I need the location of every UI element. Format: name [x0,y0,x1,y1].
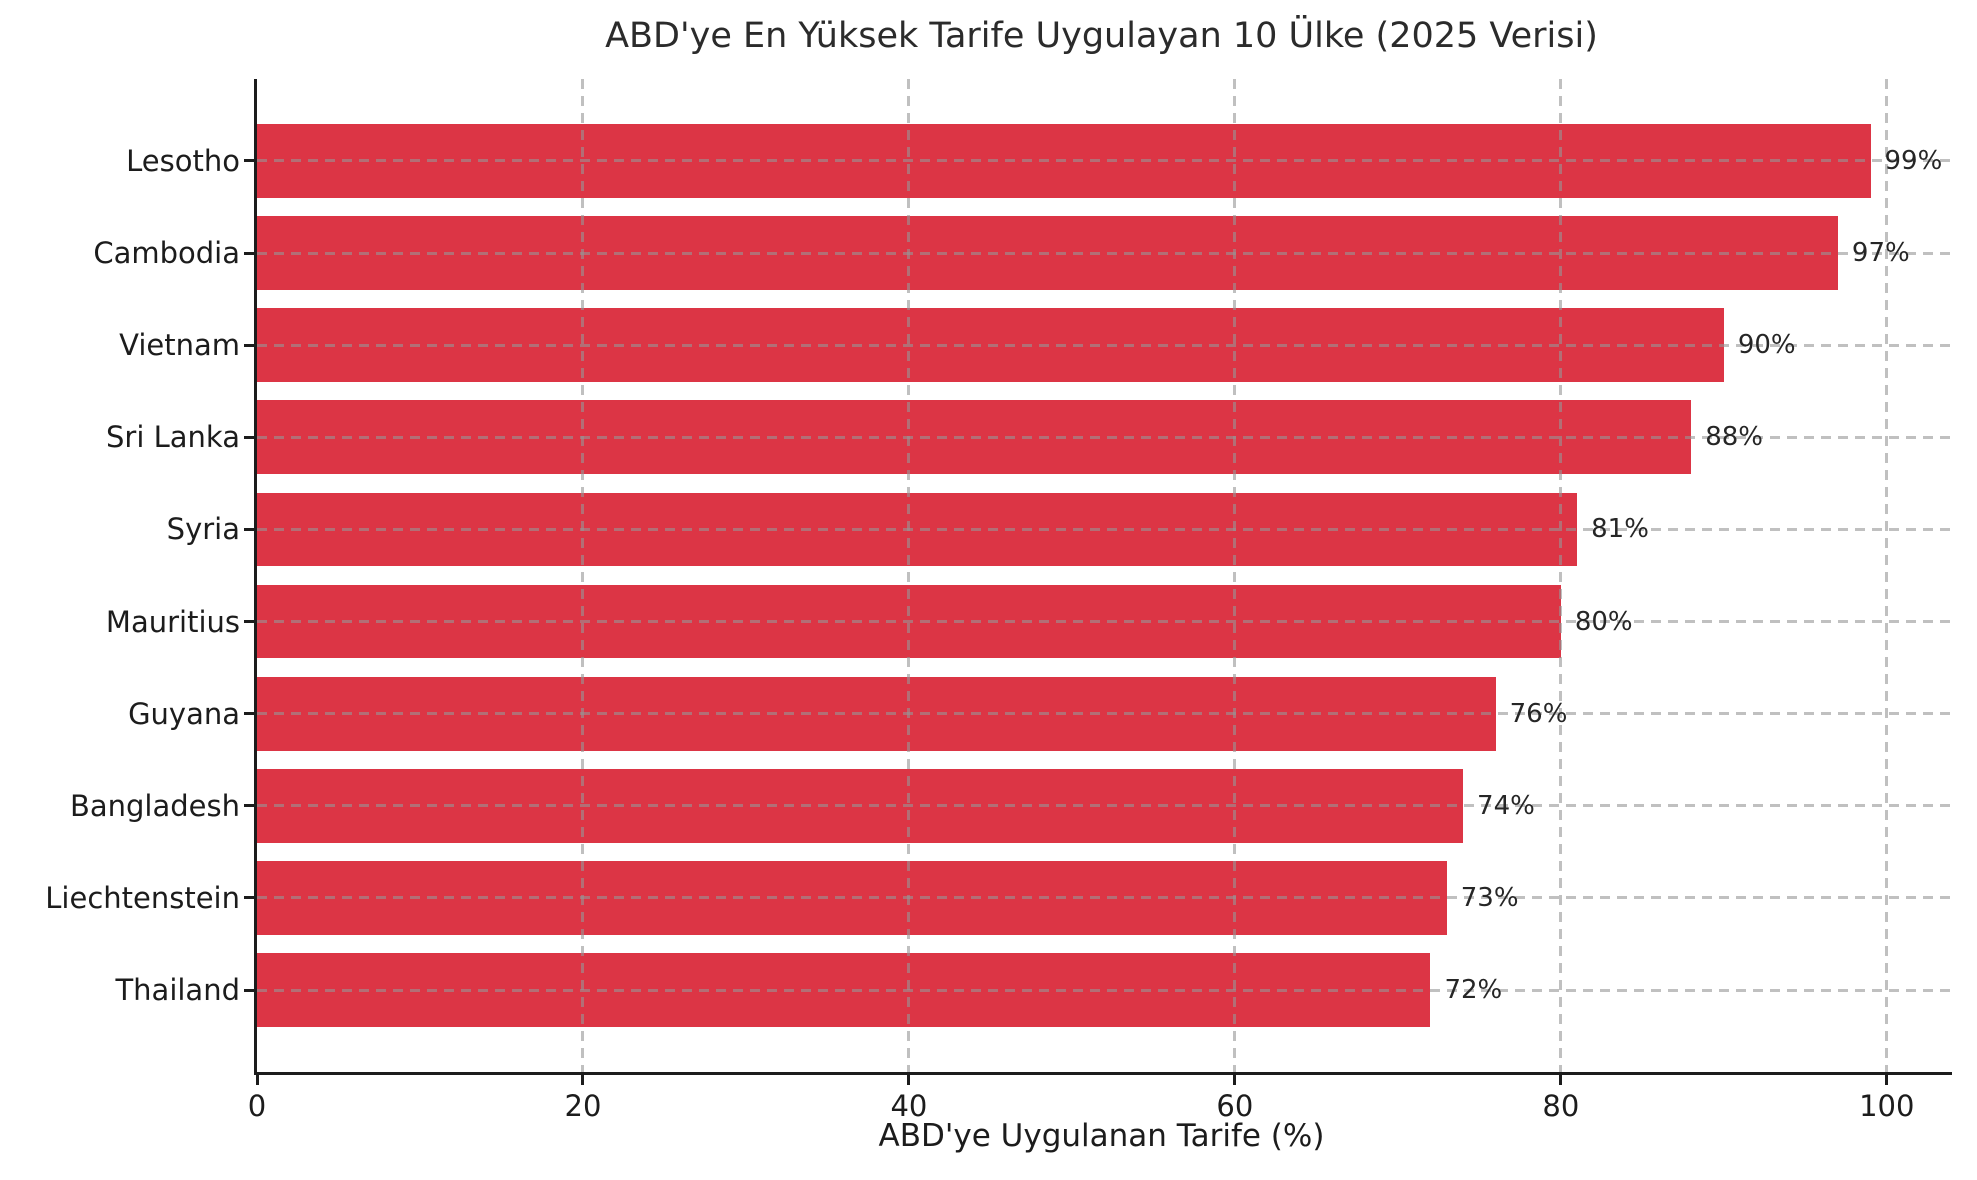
y-gridline [257,988,1952,992]
y-tick-mark [244,251,254,255]
category-label: Sri Lanka [106,420,240,455]
x-tick-label: 100 [1859,1089,1915,1123]
category-label: Lesotho [126,143,240,178]
y-tick-mark [244,620,254,624]
category-label: Liechtenstein [45,880,240,915]
x-gridline [1233,79,1237,1072]
value-label: 80% [1574,606,1633,637]
x-tick-label: 0 [247,1089,267,1123]
category-label: Mauritius [105,604,240,639]
x-gridline [581,79,585,1072]
x-tick-label: 60 [1216,1089,1254,1123]
value-label: 74% [1477,790,1535,821]
value-label: 99% [1884,145,1943,176]
y-tick-mark [244,435,254,439]
chart-title: ABD'ye En Yüksek Tarife Uygulayan 10 Ülk… [605,16,1598,56]
value-label: 76% [1509,698,1568,729]
x-gridline [1559,79,1563,1072]
y-tick-mark [244,527,254,531]
y-tick-mark [244,343,254,347]
value-label: 81% [1591,514,1649,545]
category-label: Guyana [128,696,240,731]
x-tick-mark [255,1075,259,1085]
x-gridline [907,79,911,1072]
value-label: 73% [1460,882,1519,913]
x-tick-label: 20 [564,1089,602,1123]
y-gridline [257,527,1952,531]
y-tick-mark [244,159,254,163]
y-gridline [257,712,1952,716]
y-gridline [257,159,1952,163]
category-label: Cambodia [93,236,240,271]
x-tick-mark [907,1075,911,1085]
category-label: Thailand [115,973,240,1008]
plot-area: 0 20 40 60 80 100 Lesotho 99% Cambodia 97% Vietnam… [45,79,1952,1123]
y-gridline [257,435,1952,439]
value-label: 88% [1705,422,1764,453]
y-tick-mark [244,988,254,992]
x-tick-mark [581,1075,585,1085]
x-tick-mark [1885,1075,1889,1085]
y-gridline [257,620,1952,624]
x-tick-mark [1233,1075,1237,1085]
category-label: Bangladesh [69,788,240,823]
x-tick-mark [1559,1075,1563,1085]
y-gridline [257,251,1952,255]
x-tick-label: 40 [890,1089,928,1123]
value-label: 97% [1851,238,1910,269]
value-label: 90% [1737,330,1796,361]
y-tick-mark [244,712,254,716]
y-tick-mark [244,896,254,900]
y-gridline [257,804,1952,808]
category-label: Syria [166,512,240,547]
y-gridline [257,896,1952,900]
category-label: Vietnam [119,328,240,363]
y-tick-mark [244,804,254,808]
x-axis-label: ABD'ye Uygulanan Tarife (%) [878,1118,1325,1154]
y-gridline [257,343,1952,347]
x-gridline [1885,79,1889,1072]
x-tick-label: 80 [1542,1089,1580,1123]
value-label: 72% [1444,975,1503,1006]
